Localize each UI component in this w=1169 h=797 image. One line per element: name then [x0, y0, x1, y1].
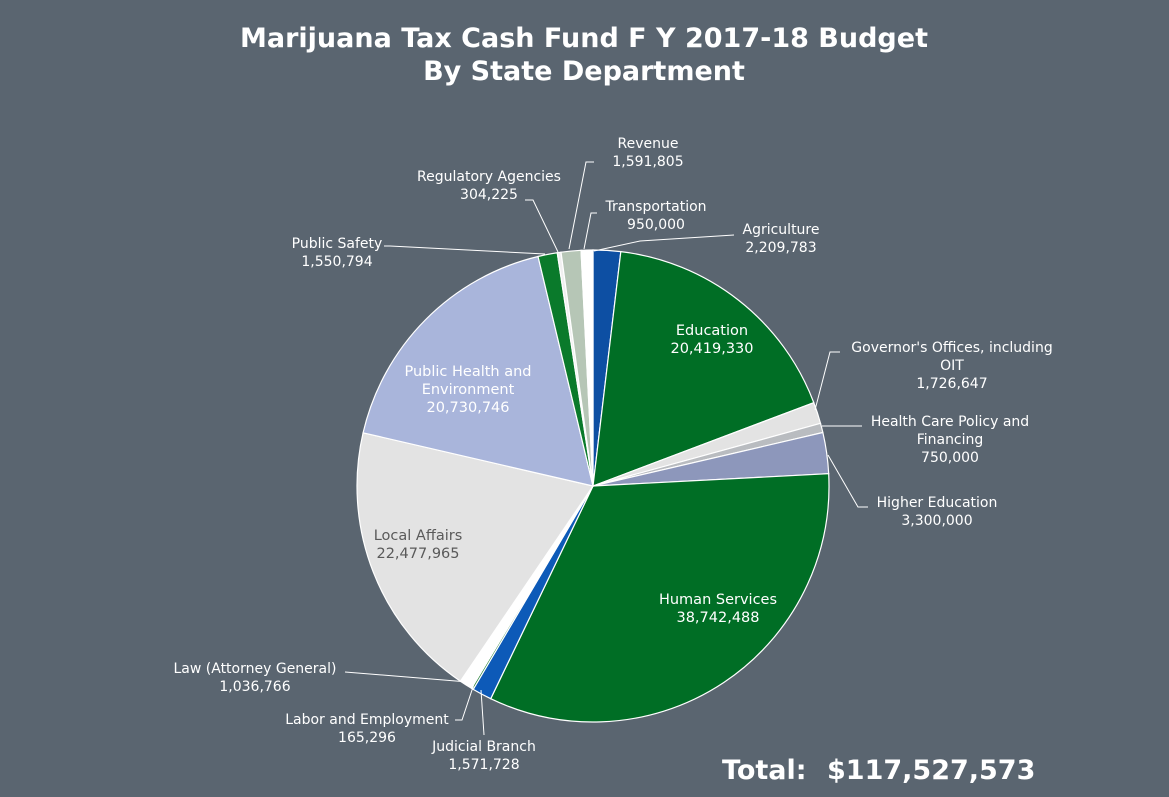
leader-agriculture: [593, 234, 735, 252]
label-public-safety: Public Safety 1,550,794: [292, 236, 383, 270]
slice-human-services: [489, 473, 830, 723]
leader-regulatory-agencies: [525, 199, 559, 253]
leader-governor-s-offices-including-oit: [814, 351, 840, 411]
label-agriculture: Agriculture 2,209,783: [743, 222, 820, 256]
leader-lines: [344, 161, 868, 736]
label-labor-and-employment: Labor and Employment 165,296: [285, 712, 449, 746]
slice-labels: Agriculture 2,209,783 Education 20,419,330 G…: [174, 136, 1053, 773]
label-regulatory-agencies: Regulatory Agencies 304,225: [417, 169, 561, 203]
leader-revenue: [568, 161, 594, 250]
label-revenue: Revenue 1,591,805: [612, 136, 683, 170]
slice-local-affairs: [356, 432, 594, 683]
total-readout: Total: $117,527,573: [722, 755, 1035, 786]
chart-title-line-1: Marijuana Tax Cash Fund F Y 2017-18 Budg…: [240, 23, 928, 54]
chart-title-line-2: By State Department: [423, 56, 745, 87]
label-law-attorney-general: Law (Attorney General) 1,036,766: [174, 661, 337, 695]
label-health-care-policy-and-financing: Health Care Policy and Financing 750,000: [871, 414, 1029, 466]
label-governor-s-offices-including-oit: Governor's Offices, including OIT 1,726,64…: [851, 340, 1052, 392]
total-value: $117,527,573: [827, 755, 1035, 786]
leader-judicial-branch: [480, 689, 485, 736]
leader-higher-education: [827, 454, 868, 508]
leader-public-safety: [384, 245, 546, 255]
label-education: Education 20,419,330: [670, 323, 753, 357]
label-human-services: Human Services 38,742,488: [659, 592, 777, 626]
label-public-health-and-environment: Public Health and Environment 20,730,746: [404, 364, 531, 416]
label-local-affairs: Local Affairs 22,477,965: [374, 528, 463, 562]
label-transportation: Transportation 950,000: [604, 199, 706, 233]
label-higher-education: Higher Education 3,300,000: [877, 495, 998, 529]
label-judicial-branch: Judicial Branch 1,571,728: [431, 739, 536, 773]
leader-law-attorney-general: [344, 671, 469, 683]
total-label: Total:: [722, 755, 807, 786]
slice-education: [592, 250, 815, 487]
pie-slices: [356, 249, 830, 723]
leader-transportation: [583, 212, 597, 250]
slice-transportation: [580, 249, 594, 487]
slice-public-health-and-environment: [362, 255, 594, 487]
leader-labor-and-employment: [455, 683, 475, 721]
